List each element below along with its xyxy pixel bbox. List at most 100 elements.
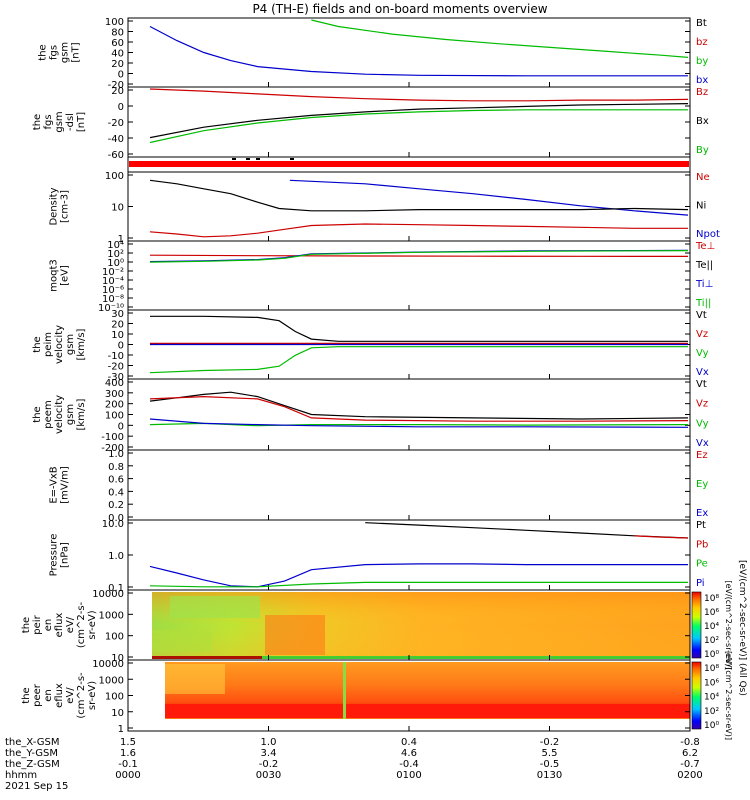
ytick-label: -20	[108, 118, 124, 129]
ylabel-temperature: moqt3 [eV]	[49, 259, 71, 292]
axis-tick-value: -0.8	[680, 737, 700, 748]
panel-pressure: 10.0 1.0 0.1 Pressure [nPa] Pt Pb Pe Pi	[49, 519, 709, 594]
series-line-Vy	[149, 346, 688, 374]
ylabel-line: -dsl	[65, 113, 76, 131]
series-line-Pi	[149, 563, 688, 588]
legend-entry: Vx	[696, 367, 709, 378]
legend-entry: Vt	[696, 379, 707, 390]
ytick-label: 1	[118, 724, 124, 735]
series-line-Te⊥	[149, 254, 689, 257]
ylabel-line: Pressure	[49, 534, 60, 577]
ytick-label: 100	[105, 17, 124, 28]
ylabel-line: en	[43, 689, 54, 702]
ytick-label: 10000	[92, 589, 124, 600]
colorbar-tick-label: 10⁴	[704, 622, 719, 632]
ylabel-line: [km/s]	[76, 398, 87, 430]
ytick-label: 10	[111, 330, 124, 341]
ylabel-line: E=-VxB	[49, 466, 60, 503]
ylabel-line: moqt3	[49, 259, 60, 292]
ytick-label: 10⁴	[107, 240, 124, 251]
legend-entry: Ez	[696, 450, 708, 461]
ytick-label: 10⁻⁴	[102, 276, 124, 287]
legend-entry: Vy	[696, 348, 709, 359]
series-line-Ti||	[149, 250, 689, 263]
legend-entry: Npot	[696, 229, 720, 240]
axis-row-label: the_Y-GSM	[5, 748, 58, 759]
ytick-label: 10⁻²	[102, 267, 124, 278]
legend-entry: Ti⊥	[695, 279, 713, 290]
series-line-Bz	[149, 88, 689, 102]
ytick-label: -30	[108, 372, 124, 383]
ytick-label: 400	[105, 378, 124, 389]
legend-entry: Ex	[696, 508, 708, 519]
colorbar-tick-label: 10⁸	[704, 664, 719, 674]
legend-entry: Vz	[696, 329, 708, 340]
axis-tick-value: -0.7	[680, 759, 700, 770]
axis-tick-value: -0.5	[540, 759, 560, 770]
legend-entry: Ey	[696, 479, 708, 490]
ytick-label: 10	[111, 203, 124, 214]
panel-frame	[127, 519, 691, 591]
legend-entry: Vx	[696, 438, 709, 449]
axis-tick-value: -0.2	[540, 737, 560, 748]
legend-entry: Ni	[696, 201, 706, 212]
colorbar-tick-label: 10⁰	[704, 721, 719, 731]
spectrogram-band	[152, 656, 690, 659]
ylabel-line: the	[21, 687, 32, 703]
axis-tick-value: 0130	[537, 770, 562, 781]
ytick-label: 200	[105, 400, 124, 411]
ylabel-electron_spectrogram: the peer en eflux eV/(cm^2-s-sr-eV)	[21, 672, 98, 719]
axis-row-label: the_Z-GSM	[5, 759, 60, 770]
ylabel-ion_velocity: the peim velocity gsm [km/s]	[32, 325, 87, 364]
state-bar-mark	[232, 158, 236, 160]
ylabel-ion_spectrogram: the peir en eflux eV/(cm^2-s-sr-eV)	[21, 601, 98, 648]
legend-entry: bz	[696, 37, 708, 48]
legend-entry: Pi	[696, 578, 705, 589]
ylabel-line: gsm	[60, 42, 71, 63]
state-bar-mark	[246, 158, 250, 160]
ylabel-fgs_detail: the fgs gsm -dsl [nT]	[32, 111, 87, 132]
ylabel-line: eV/	[65, 616, 76, 633]
spectrogram-band	[152, 656, 262, 659]
series-line-Vt	[149, 391, 689, 420]
ytick-label: -40	[108, 134, 124, 145]
ytick-label: 300	[105, 389, 124, 400]
legend-entry: Ne	[696, 172, 710, 183]
ytick-label: -10	[108, 351, 124, 362]
legend-entry: Pb	[696, 539, 708, 550]
series-line-by	[311, 19, 689, 58]
ylabel-line: eV/	[65, 687, 76, 704]
colorbar-tick-label: 10⁸	[704, 594, 719, 604]
ytick-label: 10	[111, 708, 124, 719]
ytick-label: 20	[111, 59, 124, 70]
legend-entry: Vz	[696, 399, 708, 410]
ylabel-line: the	[32, 336, 43, 352]
ylabel-line: [km/s]	[76, 328, 87, 360]
ytick-label: 10	[111, 653, 124, 664]
ytick-label: -60	[108, 150, 124, 161]
ylabel-line: Density	[49, 187, 60, 225]
ylabel-pressure: Pressure [nPa]	[49, 534, 71, 577]
axis-tick-value: 5.5	[542, 748, 558, 759]
axis-tick-value: 1.6	[120, 748, 136, 759]
ytick-label: 10⁻⁸	[102, 294, 124, 305]
ytick-label: 30	[111, 309, 124, 320]
series-line-Ni	[149, 179, 689, 212]
state-bar-mark	[256, 158, 260, 160]
ytick-label: 0.4	[108, 487, 124, 498]
legend-entry: by	[696, 56, 708, 67]
panel-frame	[127, 378, 691, 451]
ylabel-electric_field: E=-VxB [mV/m]	[49, 466, 71, 504]
ylabel-line: sr-eV)	[87, 610, 98, 639]
axis-tick-value: 0030	[256, 770, 281, 781]
ylabel-line: the	[21, 617, 32, 633]
ylabel-line: (cm^2-s-	[76, 601, 87, 648]
series-line-Bx	[149, 103, 689, 139]
series-line-Ne	[149, 223, 688, 238]
ytick-label: 40	[111, 49, 124, 60]
panel-state_bar	[127, 156, 691, 173]
colorbar-label: [eV/(cm^2-sec-sr-eV)]	[724, 580, 733, 669]
